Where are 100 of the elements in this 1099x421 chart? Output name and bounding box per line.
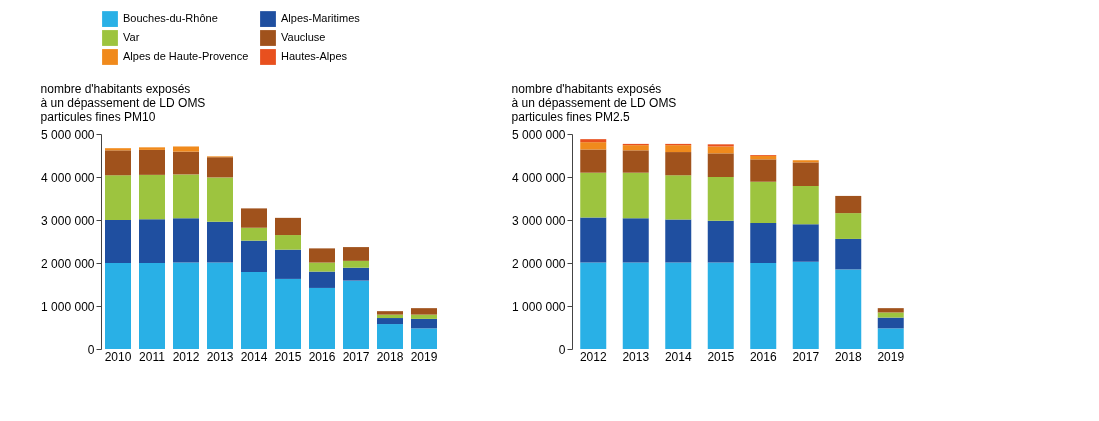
y-tick-label: 4 000 000 <box>41 170 95 185</box>
bar <box>173 146 199 152</box>
bar <box>173 262 199 349</box>
x-tick-label: 2015 <box>707 349 735 364</box>
bar <box>580 142 607 150</box>
bar <box>309 271 335 288</box>
bar <box>622 262 649 349</box>
bar <box>241 272 267 349</box>
bar <box>105 148 131 151</box>
bar <box>580 217 607 263</box>
x-tick-label: 2013 <box>622 349 650 364</box>
bar <box>665 262 692 349</box>
bar <box>750 263 777 349</box>
bar <box>275 249 301 279</box>
bar <box>343 280 369 349</box>
legend-label: Alpes-Maritimes <box>281 12 361 25</box>
bar <box>343 260 369 268</box>
bar <box>792 224 819 262</box>
bar <box>792 162 819 187</box>
y-tick-label: 1 000 000 <box>512 299 566 314</box>
bar <box>411 314 437 319</box>
y-tick-label: 2 000 000 <box>41 256 95 271</box>
y-tick-label: 4 000 000 <box>512 170 566 185</box>
y-tick-label: 3 000 000 <box>41 213 95 228</box>
bar <box>139 174 165 220</box>
bar <box>792 261 819 349</box>
y-tick-label: 0 <box>558 342 566 357</box>
bar <box>139 147 165 150</box>
x-tick-label: 2016 <box>749 349 777 364</box>
bar <box>411 318 437 329</box>
x-tick-label: 2012 <box>172 349 200 364</box>
bar <box>750 223 777 263</box>
x-tick-label: 2014 <box>240 349 268 364</box>
bar <box>580 262 607 349</box>
bar <box>207 157 233 178</box>
bar <box>665 219 692 263</box>
bar <box>877 312 904 318</box>
bar <box>309 262 335 272</box>
legend-label: Bouches-du-Rhône <box>123 12 218 25</box>
bar <box>139 263 165 349</box>
bar <box>665 145 692 153</box>
bar <box>580 139 607 143</box>
bar <box>411 308 437 315</box>
bar <box>580 149 607 173</box>
legend-label: Hautes-Alpes <box>281 50 348 62</box>
bar <box>309 248 335 263</box>
bar <box>750 159 777 182</box>
bar <box>241 208 267 228</box>
bar <box>877 308 904 313</box>
x-tick-label: 2015 <box>274 349 302 364</box>
bar <box>750 181 777 224</box>
bar <box>241 240 267 273</box>
x-tick-label: 2014 <box>664 349 692 364</box>
bar <box>665 175 692 220</box>
bar <box>207 177 233 222</box>
x-tick-label: 2011 <box>139 349 166 364</box>
x-tick-label: 2019 <box>410 349 438 364</box>
bar <box>580 172 607 218</box>
x-tick-label: 2017 <box>792 349 820 364</box>
bar <box>707 144 734 147</box>
bar <box>377 311 403 315</box>
bar <box>707 220 734 263</box>
bar <box>835 269 862 349</box>
bar <box>750 155 777 160</box>
bar <box>835 213 862 239</box>
bar <box>173 218 199 263</box>
bar <box>622 172 649 219</box>
y-tick-label: 5 000 000 <box>512 127 566 142</box>
y-tick-label: 1 000 000 <box>41 299 95 314</box>
bar <box>877 317 904 329</box>
bar <box>343 267 369 281</box>
bar <box>835 238 862 270</box>
x-tick-label: 2019 <box>877 349 905 364</box>
bar <box>309 287 335 349</box>
x-tick-label: 2016 <box>308 349 336 364</box>
bar <box>707 177 734 221</box>
x-tick-label: 2018 <box>376 349 404 364</box>
bar <box>207 262 233 349</box>
bar <box>707 153 734 177</box>
bar <box>275 217 301 236</box>
x-tick-label: 2010 <box>104 349 132 364</box>
bar <box>792 186 819 225</box>
chart-title: nombre d'habitants exposés à un dépassement de LD OMS particules fines PM10 <box>40 82 206 124</box>
bar <box>105 220 131 263</box>
chart-title: nombre d'habitants exposés à un dépassement de LD OMS particules fines PM2.5 <box>511 82 677 124</box>
bar <box>275 235 301 250</box>
bar <box>173 174 199 219</box>
bar <box>343 247 369 261</box>
y-tick-label: 3 000 000 <box>512 213 566 228</box>
bar <box>207 221 233 263</box>
x-tick-label: 2018 <box>834 349 862 364</box>
bar <box>105 175 131 220</box>
bar <box>665 152 692 176</box>
bar <box>173 151 199 175</box>
bar <box>622 218 649 263</box>
x-tick-label: 2013 <box>206 349 234 364</box>
bar <box>275 278 301 349</box>
legend-label: Alpes de Haute-Provence <box>123 50 249 62</box>
bar <box>835 195 862 214</box>
bar <box>105 263 131 349</box>
